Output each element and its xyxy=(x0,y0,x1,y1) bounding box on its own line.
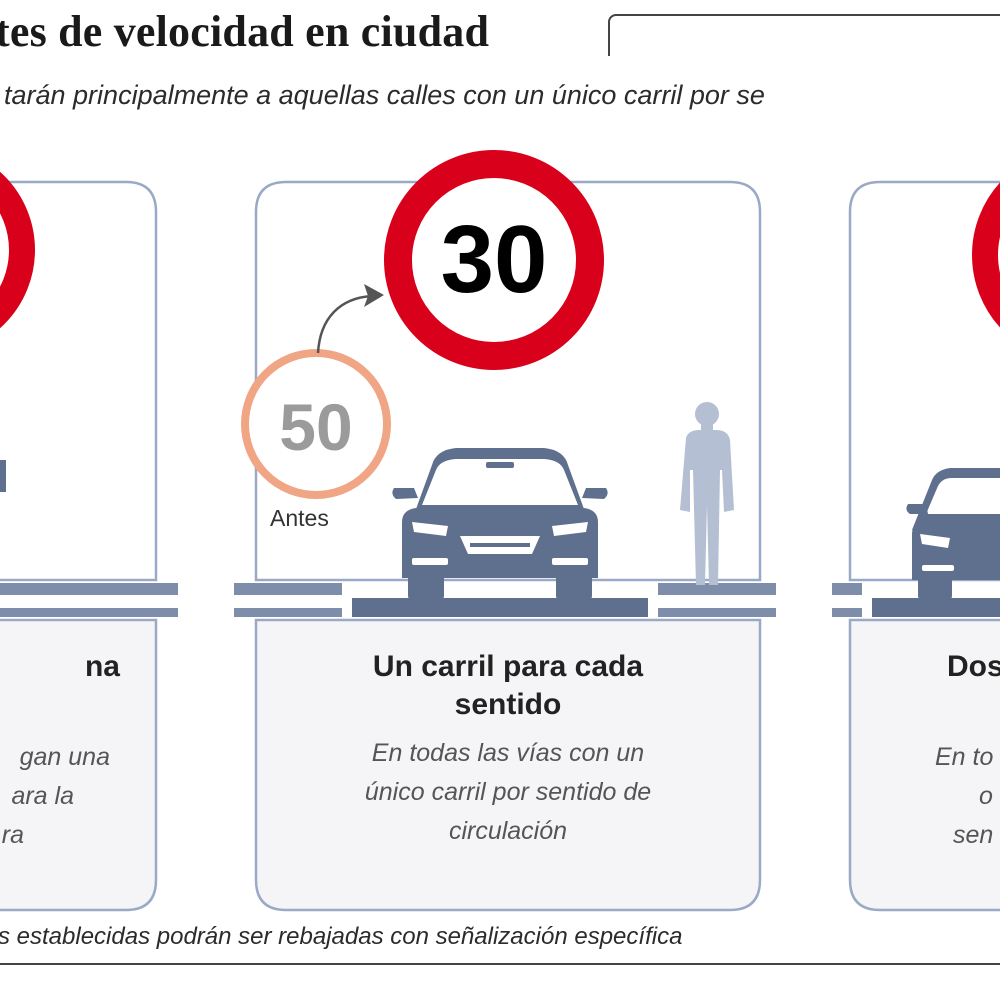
card-center-title-line: Un carril para cada xyxy=(372,650,644,683)
panel-center xyxy=(254,180,762,912)
card-right-text: Dos xyxy=(947,648,1000,686)
card-right-desc-line: En to xyxy=(935,743,994,771)
card-center-desc-line: En todas las vías con un xyxy=(371,739,645,767)
speed-limit-sign-right xyxy=(972,182,1000,328)
infographic-title: tes de velocidad en ciudad xyxy=(0,7,490,56)
old-speed-label: Antes xyxy=(270,505,329,531)
footnote: s establecidas podrán ser rebajadas con … xyxy=(0,923,683,950)
card-center-text: Un carril para cada sentido En todas las… xyxy=(256,648,760,851)
card-left-desc-line: ra xyxy=(1,821,24,849)
road-strip xyxy=(0,583,1000,617)
card-left-text: na xyxy=(0,648,120,686)
old-speed-sign: 50 xyxy=(241,349,391,499)
card-center-desc-line: circulación xyxy=(448,817,568,845)
bottom-rule xyxy=(0,963,1000,965)
panel-left xyxy=(0,180,158,912)
title-rule xyxy=(608,14,1000,56)
vehicle-fragment-left xyxy=(0,460,6,492)
card-left-desc-line: gan una xyxy=(19,743,110,771)
old-speed-value: 50 xyxy=(279,390,352,464)
card-center-title-line: sentido xyxy=(454,688,562,721)
change-arrowhead-icon xyxy=(364,284,384,307)
car-front-icon-right xyxy=(906,468,1000,600)
card-center-desc-line: único carril por sentido de xyxy=(364,778,652,806)
card-right-desc-line: sen xyxy=(953,821,994,849)
speed-limit-sign-center: 30 xyxy=(384,150,604,370)
card-right-desc-line: o xyxy=(979,782,993,810)
infographic-subtitle: tarán principalmente a aquellas calles c… xyxy=(4,80,765,110)
card-left-title: na xyxy=(84,650,120,683)
card-left-desc-line: ara la xyxy=(11,782,74,810)
speed-limit-sign-left xyxy=(0,171,35,329)
car-front-icon xyxy=(392,448,608,600)
card-right-title: Dos xyxy=(947,650,1000,683)
card-right-desc: En to o sen xyxy=(935,738,1000,855)
pedestrian-icon xyxy=(680,402,734,585)
change-arrow xyxy=(316,294,373,354)
speed-limit-value: 30 xyxy=(441,206,548,313)
card-left-desc: gan una ara la ra xyxy=(0,738,110,855)
